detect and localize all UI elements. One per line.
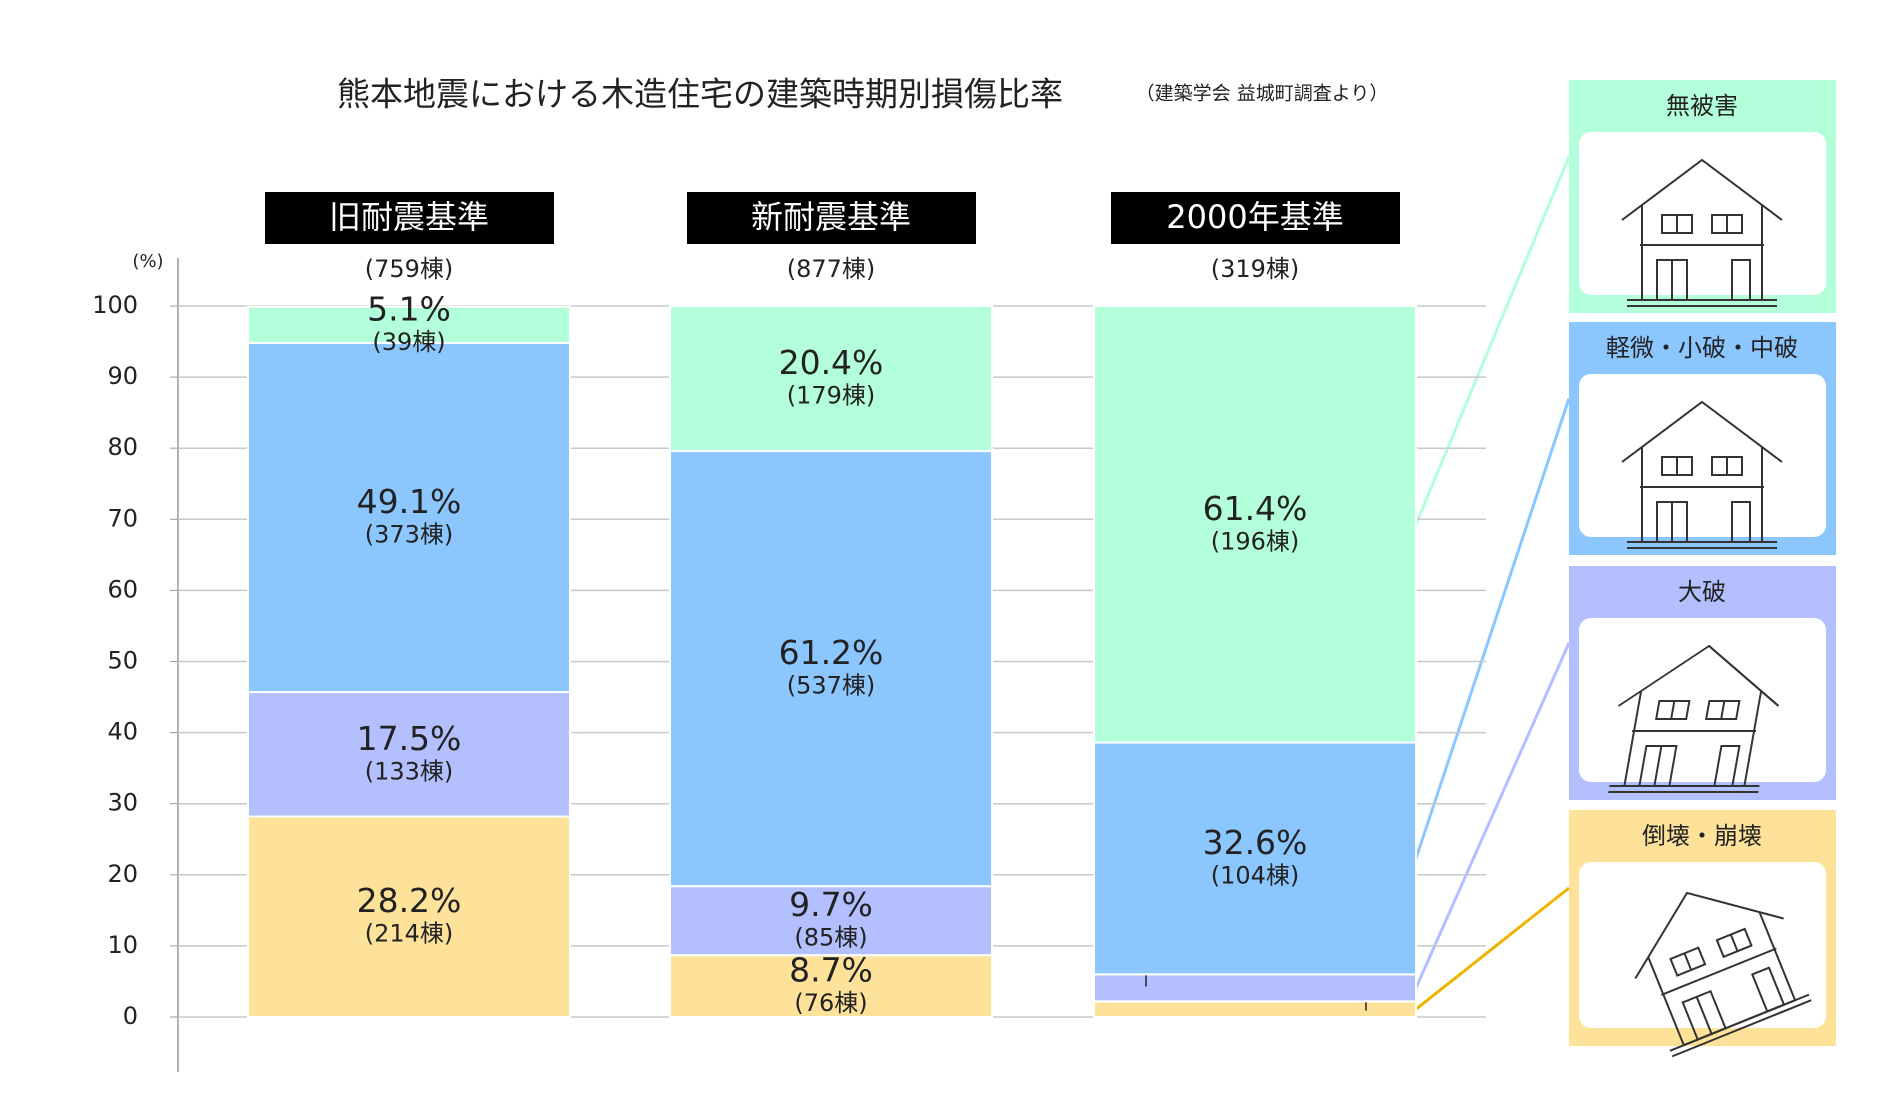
category-label: 新耐震基準 <box>751 198 911 236</box>
value-label: 17.5% <box>357 719 462 758</box>
value-label: 5.1% <box>367 289 451 328</box>
y-tick-label: 70 <box>107 504 138 532</box>
chart-title: 熊本地震における木造住宅の建築時期別損傷比率 <box>337 75 1063 114</box>
icon-box <box>1579 862 1826 1028</box>
icon-box <box>1579 618 1826 782</box>
y-tick-label: 20 <box>107 860 138 888</box>
y-tick-label: 90 <box>107 362 138 390</box>
count-label: (104棟) <box>1211 861 1300 889</box>
legend-label: 軽微・小破・中破 <box>1606 334 1798 362</box>
count-label: (214棟) <box>365 920 454 948</box>
y-tick-label: 10 <box>107 931 138 959</box>
category-header-box <box>265 192 554 244</box>
category-count: (319棟) <box>1211 255 1300 283</box>
count-label: (196棟) <box>1211 527 1300 555</box>
y-tick-label: 40 <box>107 718 138 746</box>
bar-segment <box>669 954 993 1019</box>
category-header-box <box>1111 192 1400 244</box>
bar-segment <box>1093 973 1417 1003</box>
y-tick-label: 50 <box>107 647 138 675</box>
y-tick-label: 0 <box>123 1002 138 1030</box>
count-label: (373棟) <box>365 521 454 549</box>
count-label: (179棟) <box>787 382 876 410</box>
legend-label: 大破 <box>1678 578 1726 606</box>
connector-line <box>1414 155 1571 525</box>
bar-segment <box>247 815 571 1018</box>
y-tick-label: 100 <box>92 291 138 319</box>
bar-segment <box>1093 1000 1417 1018</box>
bar-segment <box>247 691 571 818</box>
chart-subtitle: （建築学会 益城町調査より） <box>1136 83 1389 105</box>
value-label: 49.1% <box>357 482 462 521</box>
category-count: (759棟) <box>365 255 454 283</box>
legend-label: 無被害 <box>1666 92 1738 120</box>
value-label: 9.7% <box>789 885 873 924</box>
icon-box <box>1579 374 1826 537</box>
count-label: (85棟) <box>794 924 867 952</box>
y-tick-label: 30 <box>107 789 138 817</box>
value-label: 61.4% <box>1203 489 1308 528</box>
y-axis-label: (%) <box>132 251 163 272</box>
value-label: 61.2% <box>779 633 884 672</box>
bar-segment <box>669 305 993 453</box>
value-label: 32.6% <box>1203 823 1308 862</box>
count-label: (537棟) <box>787 672 876 700</box>
bar-segment <box>247 305 571 344</box>
y-tick-label: 60 <box>107 575 138 603</box>
category-header-box <box>687 192 976 244</box>
value-label: 28.2% <box>357 881 462 920</box>
y-tick-label: 80 <box>107 433 138 461</box>
bar-segment <box>247 341 571 694</box>
value-label: 8.7% <box>789 951 873 990</box>
category-label: 旧耐震基準 <box>329 198 489 236</box>
icon-box <box>1579 132 1826 295</box>
category-count: (877棟) <box>787 255 876 283</box>
count-label: (76棟) <box>794 989 867 1017</box>
legend-label: 倒壊・崩壊 <box>1642 822 1762 850</box>
connector-line <box>1414 642 1571 989</box>
category-label: 2000年基準 <box>1166 198 1343 236</box>
connector-line <box>1415 886 1570 1011</box>
count-label: (39棟) <box>372 328 445 356</box>
value-label: 20.4% <box>779 343 884 382</box>
count-label: (133棟) <box>365 757 454 785</box>
connector-line <box>1414 398 1571 859</box>
bar-segment <box>1093 741 1417 976</box>
bar-segment <box>1093 305 1417 744</box>
